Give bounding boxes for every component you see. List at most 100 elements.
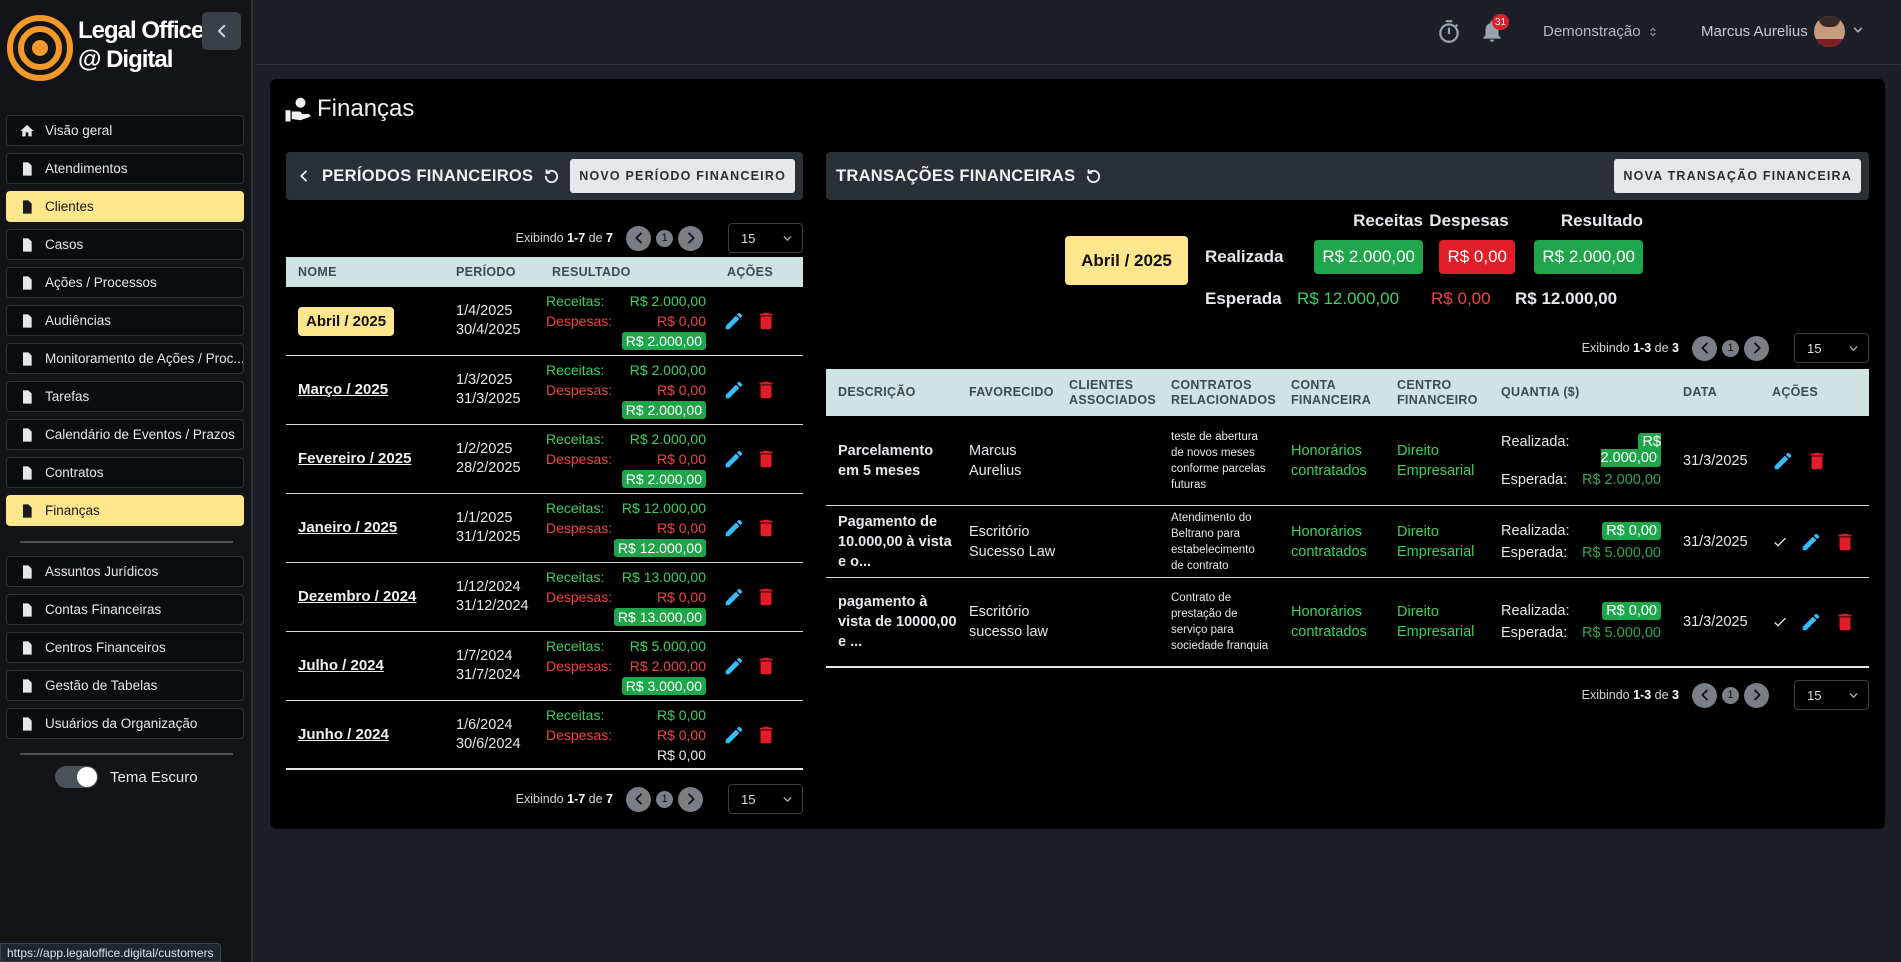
check-icon[interactable] xyxy=(1772,614,1788,630)
summary-value: R$ 2.000,00 xyxy=(1534,240,1643,274)
period-name[interactable]: Fevereiro / 2025 xyxy=(298,450,412,467)
toggle-knob xyxy=(77,767,97,787)
period-start: 1/1/2025 xyxy=(456,510,513,526)
timer-button[interactable] xyxy=(1436,19,1462,45)
menu-item[interactable]: Ações / Processos xyxy=(6,267,244,298)
trash-icon[interactable] xyxy=(755,310,777,332)
refresh-icon[interactable] xyxy=(543,168,560,185)
trash-icon[interactable] xyxy=(1834,611,1856,633)
next-page[interactable] xyxy=(678,225,703,251)
pencil-icon[interactable] xyxy=(723,310,745,332)
period-name[interactable]: Julho / 2024 xyxy=(298,657,384,674)
pager: Exibindo 1-3 de 3 1 15 xyxy=(1582,333,1869,363)
prev-page[interactable] xyxy=(626,786,651,812)
trash-icon[interactable] xyxy=(1806,450,1828,472)
page-number[interactable]: 1 xyxy=(1722,339,1739,357)
menu-item[interactable]: Tarefas xyxy=(6,381,244,412)
trash-icon[interactable] xyxy=(755,517,777,539)
pencil-icon[interactable] xyxy=(723,724,745,746)
trash-icon[interactable] xyxy=(755,448,777,470)
trash-icon[interactable] xyxy=(1834,531,1856,553)
collapse-button[interactable] xyxy=(202,12,241,50)
trash-icon[interactable] xyxy=(755,724,777,746)
expected-label: Esperada: xyxy=(1501,544,1568,561)
prev-page[interactable] xyxy=(1692,682,1717,708)
avatar[interactable] xyxy=(1814,16,1845,47)
pencil-icon[interactable] xyxy=(723,517,745,539)
organization-selector[interactable]: Demonstração xyxy=(1543,23,1659,40)
menu-item[interactable]: Atendimentos xyxy=(6,153,244,184)
expected-value: R$ 2.000,00 xyxy=(1581,471,1661,488)
pencil-icon[interactable] xyxy=(723,379,745,401)
down-glyph xyxy=(1849,692,1858,698)
pencil-glyph xyxy=(725,381,743,399)
period-row: Junho / 2024 1/6/2024 30/6/2024 Receitas: R$… xyxy=(286,701,803,770)
prev-page[interactable] xyxy=(626,225,651,251)
next-page[interactable] xyxy=(1744,682,1769,708)
period-name[interactable]: Março / 2025 xyxy=(298,381,389,398)
income-label: Receitas: xyxy=(546,638,605,654)
pencil-icon[interactable] xyxy=(1800,531,1822,553)
pencil-icon[interactable] xyxy=(1772,450,1794,472)
menu-item[interactable]: Contas Financeiras xyxy=(6,594,244,625)
theme-toggle[interactable] xyxy=(55,766,98,788)
menu-item[interactable]: Clientes xyxy=(6,191,244,222)
new-transaction-button[interactable]: NOVA TRANSAÇÃO FINANCEIRA xyxy=(1614,159,1861,193)
trash-icon[interactable] xyxy=(755,586,777,608)
trash-icon[interactable] xyxy=(755,379,777,401)
per-page-select[interactable]: 15 xyxy=(1794,333,1869,363)
next-page[interactable] xyxy=(1744,335,1769,361)
left-icon[interactable] xyxy=(296,168,312,184)
new-period-button[interactable]: NOVO PERÍODO FINANCEIRO xyxy=(570,159,795,193)
refresh-icon[interactable] xyxy=(1085,168,1102,185)
doc-glyph xyxy=(23,199,32,214)
per-page-select[interactable]: 15 xyxy=(728,784,803,814)
menu-item[interactable]: Gestão de Tabelas xyxy=(6,670,244,701)
pencil-icon[interactable] xyxy=(723,586,745,608)
trash-glyph xyxy=(759,450,773,468)
pencil-icon[interactable] xyxy=(723,448,745,470)
menu-item[interactable]: Visão geral xyxy=(6,115,244,146)
left-glyph xyxy=(634,793,642,805)
actions-cell xyxy=(715,655,803,677)
check-icon[interactable] xyxy=(1772,534,1788,550)
amount-cell: Realizada: R$ 2.000,00 Esperada: R$ 2.000,0… xyxy=(1489,432,1671,488)
pager-text: Exibindo 1-3 de 3 xyxy=(1582,341,1679,355)
trash-icon[interactable] xyxy=(755,655,777,677)
menu-item[interactable]: Calendário de Eventos / Prazos xyxy=(6,419,244,450)
period-name[interactable]: Junho / 2024 xyxy=(298,725,389,743)
menu-item[interactable]: Centros Financeiros xyxy=(6,632,244,663)
down-glyph xyxy=(1853,27,1863,33)
per-page-select[interactable]: 15 xyxy=(1794,680,1869,710)
next-page[interactable] xyxy=(678,786,703,812)
doc-glyph xyxy=(23,640,32,655)
income-value: R$ 5.000,00 xyxy=(629,638,706,654)
doc-glyph xyxy=(23,716,32,731)
sidebar: Legal Office @ Digital Visão geral Atendi… xyxy=(0,0,253,962)
prev-page[interactable] xyxy=(1692,335,1717,361)
pager-label: Exibindo xyxy=(515,231,564,245)
menu-item[interactable]: Audiências xyxy=(6,305,244,336)
page-number[interactable]: 1 xyxy=(656,229,673,247)
pencil-icon[interactable] xyxy=(723,655,745,677)
page-number[interactable]: 1 xyxy=(656,790,673,808)
page-number[interactable]: 1 xyxy=(1722,686,1739,704)
per-page-select[interactable]: 15 xyxy=(728,223,803,253)
trash-glyph xyxy=(1838,533,1852,550)
user-menu-chevron[interactable] xyxy=(1851,23,1865,37)
menu-item[interactable]: Finanças xyxy=(6,495,244,526)
period-name[interactable]: Janeiro / 2025 xyxy=(298,519,398,536)
menu-item[interactable]: Contratos xyxy=(6,457,244,488)
column-header: PERÍODO xyxy=(456,265,516,279)
summary-row-label: Esperada xyxy=(1205,289,1282,308)
period-name[interactable]: Abril / 2025 xyxy=(298,306,395,336)
down-icon xyxy=(1853,27,1863,33)
account: Honorários contratados xyxy=(1291,442,1367,479)
menu-item[interactable]: Assuntos Jurídicos xyxy=(6,556,244,587)
menu-item[interactable]: Monitoramento de Ações / Proc... xyxy=(6,343,244,374)
period-name[interactable]: Dezembro / 2024 xyxy=(298,588,417,605)
pencil-icon[interactable] xyxy=(1800,611,1822,633)
menu-item[interactable]: Usuários da Organização xyxy=(6,708,244,739)
menu-item[interactable]: Casos xyxy=(6,229,244,260)
user-name[interactable]: Marcus Aurelius xyxy=(1701,23,1808,40)
